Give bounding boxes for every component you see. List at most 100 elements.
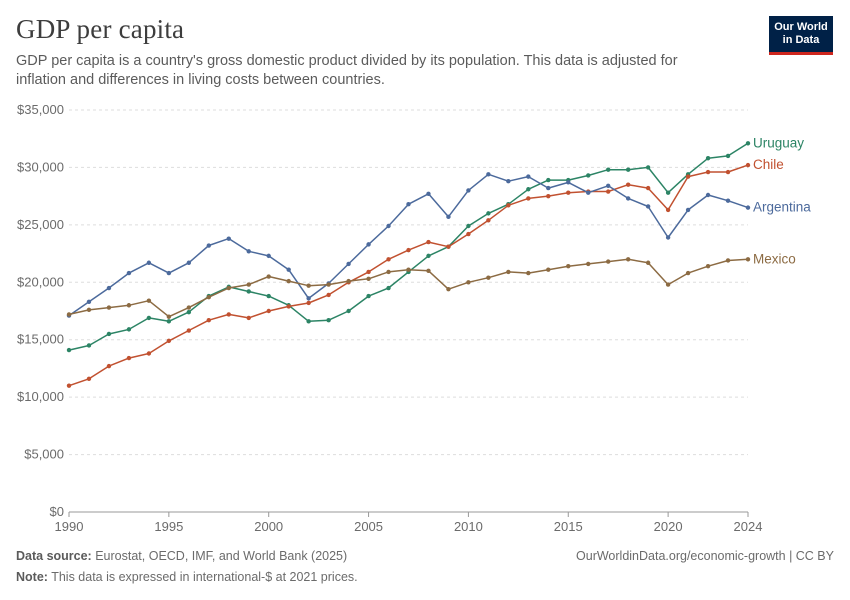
data-point-argentina [86,299,92,305]
data-point-uruguay [366,293,371,299]
data-point-chile [506,203,511,208]
data-point-uruguay [146,315,152,321]
y-tick-label: $20,000 [17,274,64,289]
data-point-uruguay [326,317,331,323]
data-point-chile [526,196,531,201]
data-point-chile [705,169,711,175]
logo-line-1: Our World [774,21,828,33]
data-point-mexico [306,283,311,288]
data-point-argentina [246,249,251,254]
data-point-chile [665,207,671,213]
data-point-mexico [606,259,611,264]
data-point-uruguay [665,190,671,195]
data-point-mexico [66,312,72,317]
owid-logo[interactable]: Our World in Data [769,16,833,55]
data-point-chile [66,383,72,388]
data-point-chile [206,317,211,323]
data-point-mexico [106,305,112,310]
data-point-chile [246,315,251,321]
data-point-uruguay [66,347,72,353]
data-point-argentina [625,196,631,201]
x-tick-label: 2015 [554,519,583,534]
data-point-uruguay [645,165,651,170]
x-tick-label: 2010 [454,519,483,534]
data-point-argentina [486,172,491,177]
data-point-argentina [426,191,431,197]
data-point-uruguay [186,309,192,315]
data-point-uruguay [546,177,551,183]
data-point-argentina [406,201,411,207]
data-point-mexico [685,270,691,276]
data-point-argentina [446,214,451,220]
data-point-argentina [665,235,671,240]
data-point-chile [685,174,691,179]
note-text: This data is expressed in international-… [51,570,358,584]
data-point-chile [386,257,391,262]
y-tick-label: $10,000 [17,389,64,404]
data-point-mexico [506,269,511,275]
y-tick-label: $15,000 [17,332,64,347]
data-point-mexico [286,278,291,284]
y-tick-label: $25,000 [17,217,64,232]
chart-subtitle: GDP per capita is a country's gross dome… [16,53,678,88]
data-point-mexico [645,260,651,265]
data-point-argentina [386,223,391,229]
series-label-chile: Chile [753,157,784,172]
data-point-mexico [186,305,192,310]
data-point-argentina [745,205,751,210]
data-point-uruguay [526,187,531,192]
data-point-argentina [366,242,371,247]
series-line-argentina [68,173,749,317]
chart-title: GDP per capita [16,14,185,44]
data-point-chile [566,190,571,195]
data-point-argentina [306,296,311,301]
data-point-mexico [526,270,531,276]
data-point-argentina [146,260,152,265]
data-point-argentina [266,253,271,259]
series-line-uruguay [68,142,749,351]
data-point-argentina [506,179,511,184]
y-tick-label: $0 [50,504,64,519]
data-point-mexico [406,267,411,272]
y-tick-label: $35,000 [17,102,64,117]
data-point-mexico [366,276,371,282]
data-point-uruguay [126,327,132,332]
data-point-chile [606,189,611,194]
data-point-mexico [725,258,731,263]
data-point-mexico [166,314,172,319]
x-tick-label: 2005 [354,519,383,534]
data-point-chile [186,328,192,333]
data-point-chile [286,304,291,309]
data-point-mexico [326,282,331,287]
data-point-mexico [745,257,751,262]
data-point-argentina [206,243,211,248]
data-point-uruguay [426,253,431,259]
data-point-uruguay [246,289,251,294]
data-point-argentina [685,207,691,213]
data-point-argentina [526,174,531,179]
source-url-link[interactable]: OurWorldinData.org/economic-growth | CC … [576,549,834,563]
data-point-mexico [665,282,671,287]
series-label-mexico: Mexico [753,251,796,266]
data-point-argentina [725,198,731,203]
data-point-chile [366,269,371,275]
data-point-uruguay [106,331,112,337]
data-point-chile [146,351,152,356]
data-point-mexico [346,278,351,284]
data-point-argentina [126,270,132,276]
data-point-argentina [346,261,351,267]
data-point-mexico [386,269,391,275]
data-point-chile [725,169,731,175]
data-point-mexico [246,282,251,287]
data-point-mexico [466,280,471,285]
data-point-chile [306,300,311,306]
data-point-mexico [146,298,152,303]
data-point-chile [466,231,471,237]
data-point-chile [406,247,411,253]
data-point-mexico [486,275,491,280]
line-chart: $0 $5,000 $10,000 $15,000 $20,000 $25,000 $30,… [17,102,811,534]
data-point-uruguay [625,167,631,172]
data-point-uruguay [725,153,731,159]
data-point-argentina [186,260,192,265]
data-point-argentina [546,185,551,191]
